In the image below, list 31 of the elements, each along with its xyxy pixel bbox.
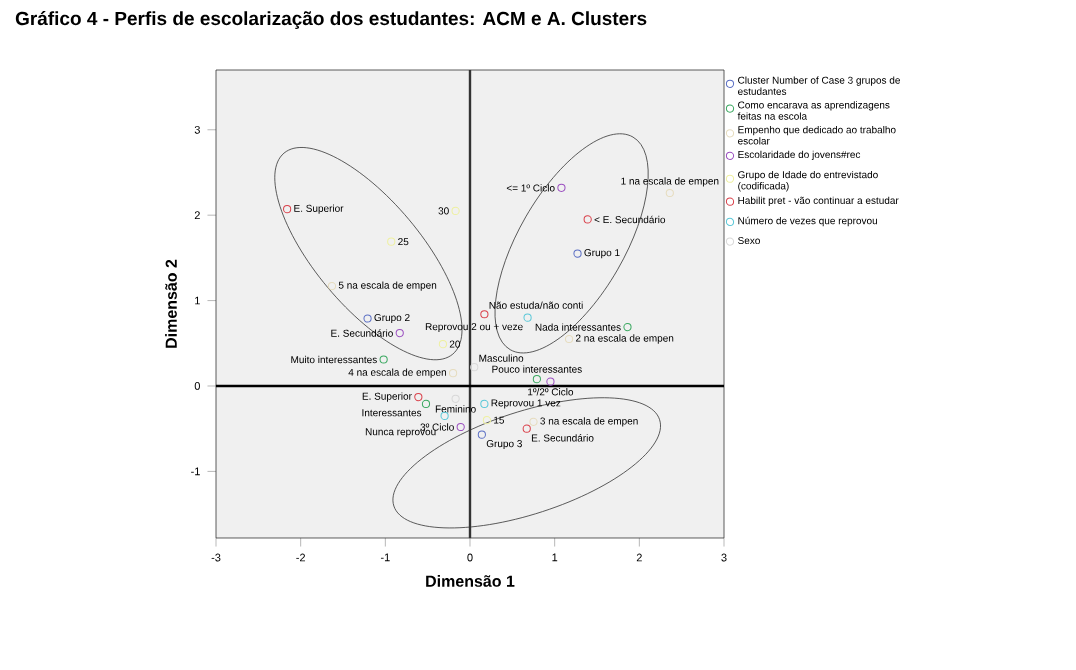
point <box>573 249 582 258</box>
y-axis-title: Dimensão 2 <box>165 259 177 348</box>
point <box>451 206 460 216</box>
point <box>456 422 465 432</box>
point <box>448 369 458 378</box>
point <box>557 183 566 192</box>
point <box>623 322 632 332</box>
point <box>523 313 532 322</box>
point <box>480 310 489 319</box>
point <box>438 340 447 349</box>
point <box>522 424 531 433</box>
point <box>546 377 555 386</box>
point <box>532 375 541 384</box>
point <box>379 355 388 364</box>
point <box>470 363 479 372</box>
point <box>363 314 372 323</box>
x-axis-title: Dimensão 1 <box>426 575 515 587</box>
point <box>482 416 492 425</box>
point <box>564 334 574 344</box>
chart-title: Gráfico 4 - Perfis de escolarização dos estudantes: ACM e A. Clusters <box>15 11 647 29</box>
point <box>529 417 538 426</box>
point <box>421 399 431 409</box>
point <box>414 392 423 402</box>
point <box>480 399 489 409</box>
point <box>477 430 486 439</box>
point <box>395 328 404 338</box>
point <box>665 188 674 198</box>
point <box>283 205 292 214</box>
point <box>327 281 337 291</box>
point <box>583 215 592 224</box>
point <box>387 237 396 246</box>
